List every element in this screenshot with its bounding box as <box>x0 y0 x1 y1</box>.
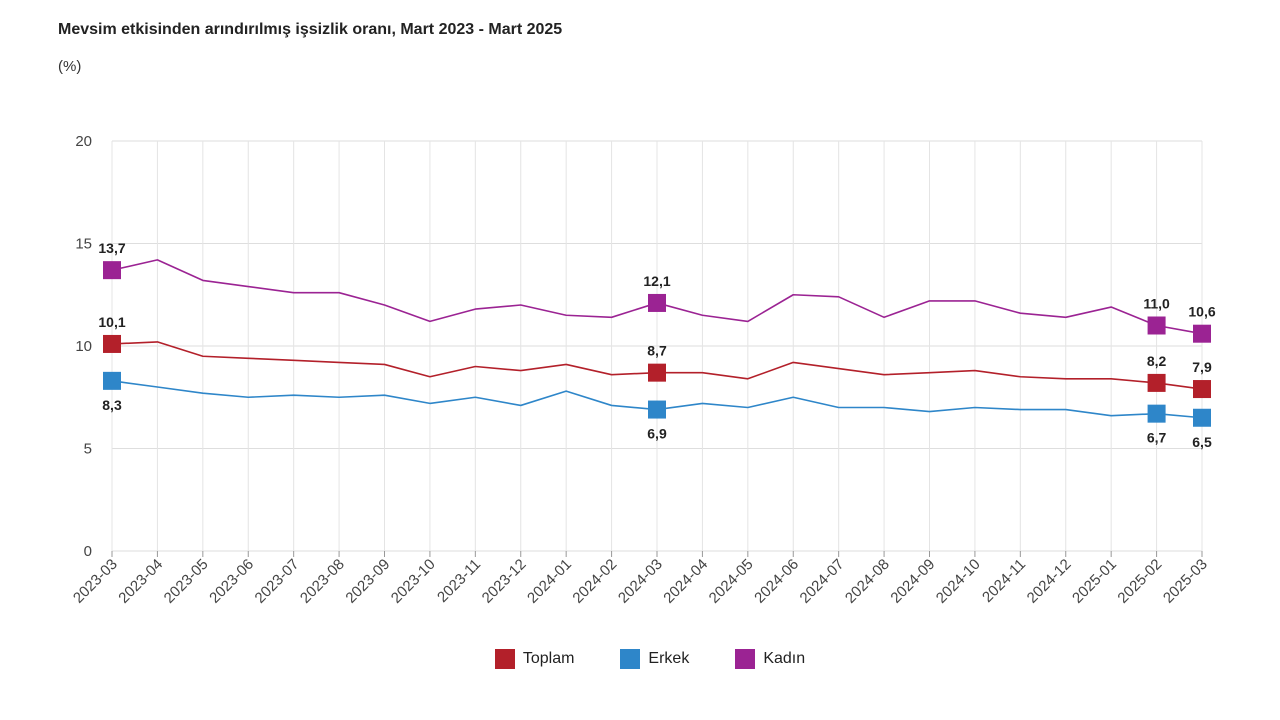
legend-swatch <box>735 649 756 669</box>
data-label: 8,7 <box>647 343 667 359</box>
legend-swatch <box>620 649 641 669</box>
data-label: 12,1 <box>643 273 670 289</box>
legend-label: Erkek <box>648 650 690 667</box>
x-tick-label: 2024-12 <box>1024 556 1075 607</box>
x-tick-label: 2024-11 <box>979 556 1029 606</box>
data-label: 10,6 <box>1188 304 1215 320</box>
x-tick-label: 2024-09 <box>887 556 938 607</box>
y-tick-label: 10 <box>75 338 92 355</box>
chart-title: Mevsim etkisinden arındırılmış işsizlik … <box>58 21 563 38</box>
unit-label: (%) <box>58 58 82 75</box>
y-tick-label: 15 <box>75 236 92 253</box>
x-tick-label: 2023-12 <box>479 556 530 607</box>
data-label: 6,7 <box>1147 430 1167 446</box>
x-tick-label: 2024-05 <box>706 556 757 607</box>
data-point-marker <box>648 400 666 419</box>
x-tick-label: 2024-10 <box>933 556 984 607</box>
data-point-marker <box>1147 316 1166 335</box>
legend-label: Toplam <box>522 650 575 667</box>
data-label: 11,0 <box>1143 296 1170 312</box>
y-tick-label: 0 <box>84 543 92 560</box>
data-label: 6,9 <box>647 426 667 442</box>
data-label: 8,3 <box>102 397 122 413</box>
data-point-marker <box>1193 324 1211 343</box>
y-tick-label: 5 <box>84 441 92 458</box>
x-tick-label: 2025-02 <box>1114 556 1165 607</box>
x-tick-label: 2025-03 <box>1160 556 1211 607</box>
x-tick-label: 2023-06 <box>206 556 257 607</box>
data-point-marker <box>648 293 666 312</box>
x-tick-label: 2023-11 <box>434 556 484 606</box>
x-tick-label: 2023-09 <box>342 556 393 607</box>
data-point-marker <box>1193 408 1211 427</box>
data-label: 7,9 <box>1192 359 1212 375</box>
data-label: 8,2 <box>1147 353 1167 369</box>
x-tick-label: 2024-08 <box>842 556 893 607</box>
x-tick-label: 2023-07 <box>252 556 303 607</box>
x-tick-label: 2024-01 <box>524 556 575 607</box>
x-tick-label: 2023-04 <box>115 556 166 607</box>
chart-card <box>8 6 1272 714</box>
data-point-marker <box>1193 380 1211 399</box>
data-label: 6,5 <box>1192 434 1212 450</box>
data-point-marker <box>103 371 121 390</box>
data-point-marker <box>1147 404 1166 423</box>
legend-item-erkek[interactable]: Erkek <box>620 649 689 669</box>
legend-swatch <box>494 649 515 669</box>
x-tick-label: 2024-03 <box>615 556 666 607</box>
chart-legend: Toplam Erkek Kadın <box>0 649 1280 669</box>
x-tick-label: 2023-10 <box>388 556 439 607</box>
data-point-marker <box>1147 373 1166 392</box>
data-label: 13,7 <box>98 240 125 256</box>
legend-label: Kadın <box>763 650 806 667</box>
data-label: 10,1 <box>98 314 125 330</box>
data-point-marker <box>103 334 121 353</box>
x-tick-label: 2023-08 <box>297 556 348 607</box>
x-tick-label: 2025-01 <box>1069 556 1120 607</box>
x-tick-label: 2024-02 <box>569 556 620 607</box>
data-point-marker <box>648 363 666 382</box>
x-tick-label: 2024-07 <box>797 556 848 607</box>
x-tick-label: 2023-05 <box>161 556 212 607</box>
legend-item-toplam[interactable]: Toplam <box>494 649 575 669</box>
data-point-marker <box>103 261 121 280</box>
x-tick-label: 2024-04 <box>660 556 711 607</box>
x-tick-label: 2023-03 <box>70 556 121 607</box>
y-tick-label: 20 <box>75 133 92 150</box>
legend-item-kadın[interactable]: Kadın <box>735 649 805 669</box>
x-tick-label: 2024-06 <box>751 556 802 607</box>
